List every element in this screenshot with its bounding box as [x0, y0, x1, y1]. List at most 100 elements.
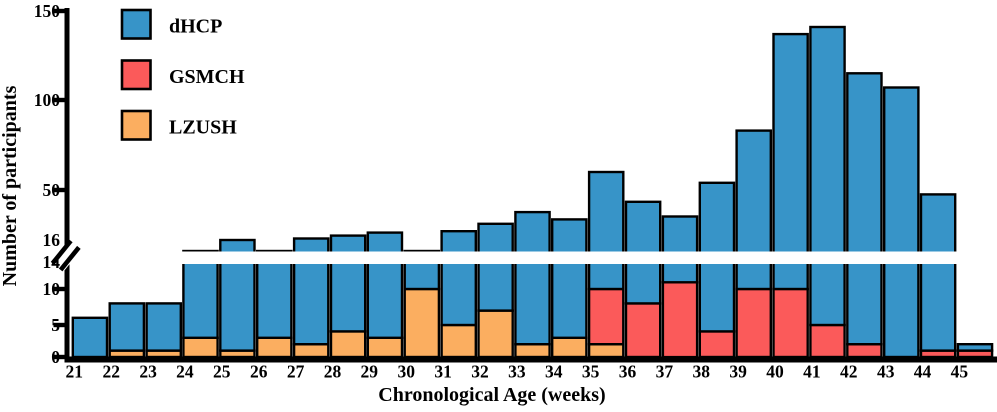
y-tick-label-150: 150	[34, 1, 61, 21]
axis-break-band	[71, 251, 997, 264]
x-tick-label-42: 42	[840, 362, 858, 382]
y-tick-150	[53, 8, 66, 14]
x-tick-label-26: 26	[250, 362, 268, 382]
x-tick-label-33: 33	[508, 362, 526, 382]
bar-week-42-gsmch	[846, 343, 883, 359]
y-tick-label-100: 100	[34, 90, 61, 110]
bar-week-44-dhcp	[919, 193, 957, 352]
legend-label-dhcp: dHCP	[169, 16, 222, 38]
axis-break-white-band	[71, 251, 997, 264]
y-axis-break	[50, 239, 82, 272]
y-tick-label-10: 10	[43, 279, 61, 299]
x-tick-label-37: 37	[656, 362, 674, 382]
x-tick-label-25: 25	[213, 362, 231, 382]
y-tick-5	[53, 322, 66, 328]
bar-week-40-gsmch	[772, 287, 809, 359]
bar-week-41-gsmch	[809, 323, 846, 359]
x-tick-label-43: 43	[877, 362, 895, 382]
bar-week-28-dhcp	[329, 234, 367, 333]
bar-week-22-dhcp	[108, 302, 146, 352]
axis-break-slash	[50, 239, 73, 265]
bar-week-45-dhcp	[956, 343, 994, 352]
y-axis-line	[64, 8, 70, 360]
x-tick-label-29: 29	[361, 362, 379, 382]
bar-week-28-lzush	[329, 330, 367, 359]
x-tick-label-24: 24	[176, 362, 194, 382]
bar-week-31-lzush	[440, 323, 478, 359]
x-tick-label-23: 23	[139, 362, 157, 382]
bar-week-27-lzush	[292, 343, 330, 359]
bar-week-34-lzush	[551, 336, 588, 359]
axis-break-gap	[51, 240, 82, 272]
x-tick-label-36: 36	[619, 362, 637, 382]
x-tick-label-21: 21	[66, 362, 84, 382]
bar-week-21-dhcp	[71, 316, 109, 359]
y-tick-0	[53, 354, 66, 360]
x-tick-label-28: 28	[324, 362, 342, 382]
x-tick-label-27: 27	[287, 362, 305, 382]
y-axis-title: Number of participants	[0, 85, 21, 286]
bar-week-33-dhcp	[514, 210, 551, 346]
x-tick-label-35: 35	[582, 362, 600, 382]
x-tick-label-41: 41	[803, 362, 821, 382]
bar-week-24-dhcp	[182, 249, 219, 340]
x-tick-label-32: 32	[471, 362, 489, 382]
y-tick-label-0: 0	[51, 347, 60, 367]
axes-layer	[50, 8, 997, 363]
x-tick-label-39: 39	[729, 362, 747, 382]
x-tick-label-30: 30	[397, 362, 415, 382]
x-tick-label-34: 34	[545, 362, 563, 382]
x-axis-title: Chronological Age (weeks)	[378, 384, 605, 406]
bar-week-35-lzush	[587, 343, 625, 359]
bar-week-39-dhcp	[735, 129, 772, 291]
bar-week-29-lzush	[366, 336, 404, 359]
bar-week-35-dhcp	[587, 170, 625, 291]
bar-week-42-dhcp	[846, 72, 883, 346]
bar-week-38-gsmch	[698, 330, 736, 359]
y-tick-10	[53, 286, 66, 292]
x-tick-label-31: 31	[434, 362, 452, 382]
bar-week-37-gsmch	[661, 281, 699, 359]
bar-week-29-dhcp	[366, 231, 404, 340]
y-tick-label-16: 16	[43, 230, 61, 250]
bar-week-39-gsmch	[735, 287, 772, 359]
bar-week-23-dhcp	[145, 302, 183, 352]
legend: dHCP GSMCH LZUSH	[120, 8, 245, 141]
bar-week-33-lzush	[514, 343, 551, 359]
y-tick-label-50: 50	[43, 180, 61, 200]
bar-week-31-dhcp	[440, 229, 478, 327]
bar-week-37-dhcp	[661, 215, 699, 284]
x-tick-label-22: 22	[102, 362, 120, 382]
bar-week-26-dhcp	[256, 249, 293, 340]
y-tick-50	[53, 187, 66, 193]
bar-week-43-dhcp	[883, 86, 920, 359]
x-tick-label-40: 40	[766, 362, 784, 382]
axis-break-slash	[58, 245, 81, 272]
bar-week-41-dhcp	[809, 25, 846, 327]
x-tick-label-44: 44	[914, 362, 932, 382]
bar-week-36-gsmch	[624, 302, 662, 359]
bar-week-24-lzush	[182, 336, 219, 359]
y-tick-100	[53, 97, 66, 103]
bar-week-40-dhcp	[772, 32, 809, 291]
ticks-layer	[53, 8, 66, 360]
legend-label-lzush: LZUSH	[169, 117, 237, 139]
x-tick-label-38: 38	[693, 362, 711, 382]
bar-week-32-dhcp	[477, 222, 514, 312]
y-tick-label-14: 14	[43, 252, 61, 272]
bar-week-30-lzush	[403, 287, 441, 359]
bar-week-32-lzush	[477, 309, 514, 359]
bar-week-34-dhcp	[551, 218, 588, 339]
legend-swatch-dhcp	[120, 8, 152, 40]
y-tick-label-5: 5	[51, 315, 60, 335]
x-tick-label-45: 45	[951, 362, 969, 382]
bar-week-26-lzush	[256, 336, 293, 359]
legend-swatch-lzush	[120, 109, 152, 141]
legend-label-gsmch: GSMCH	[169, 66, 245, 88]
bar-week-35-gsmch	[587, 287, 625, 346]
x-axis-line	[64, 356, 997, 363]
legend-swatch-gsmch	[120, 59, 152, 91]
